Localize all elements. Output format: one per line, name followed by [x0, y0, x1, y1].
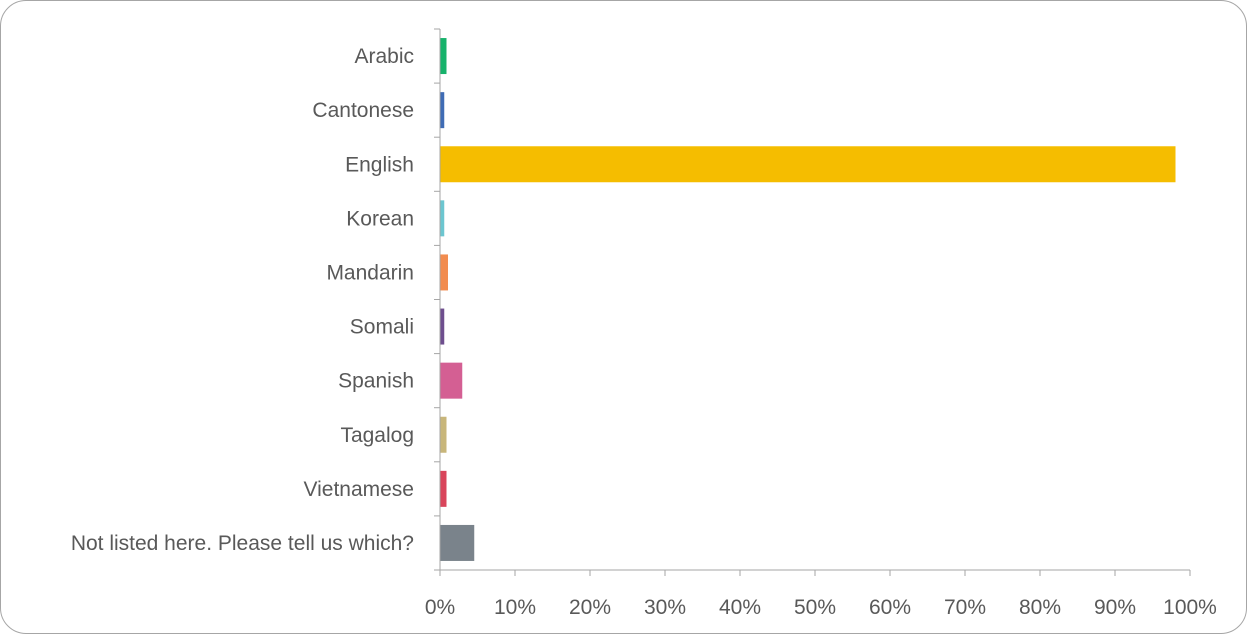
x-tick-label: 10%	[494, 596, 536, 619]
x-tick-label: 40%	[719, 596, 761, 619]
category-label: Not listed here. Please tell us which?	[71, 532, 414, 555]
category-label: English	[345, 153, 414, 176]
x-tick-label: 90%	[1094, 596, 1136, 619]
category-label: Vietnamese	[303, 478, 414, 501]
bar-cantonese	[440, 92, 445, 129]
x-tick-label: 30%	[644, 596, 686, 619]
x-tick-label: 20%	[569, 596, 611, 619]
bar-korean	[440, 200, 445, 237]
x-tick-label: 100%	[1163, 596, 1217, 619]
y-axis-ticks	[434, 28, 440, 571]
category-label: Arabic	[354, 45, 414, 68]
bars-group	[440, 38, 1176, 561]
category-label: Somali	[350, 316, 414, 339]
x-tick-label: 60%	[869, 596, 911, 619]
x-tick-label: 80%	[1019, 596, 1061, 619]
bar-vietnamese	[440, 470, 447, 507]
category-label: Mandarin	[326, 261, 414, 284]
bar-mandarin	[440, 254, 448, 291]
bar-tagalog	[440, 416, 447, 453]
bar-not	[440, 524, 475, 561]
bar-somali	[440, 308, 445, 345]
category-labels: Arabic Cantonese English Korean Mandarin Soma…	[71, 45, 414, 555]
x-tick-label: 70%	[944, 596, 986, 619]
bar-spanish	[440, 362, 463, 399]
bar-english	[440, 146, 1176, 183]
bar-arabic	[440, 38, 447, 75]
category-label: Tagalog	[340, 424, 414, 447]
x-tick-label: 0%	[425, 596, 455, 619]
x-axis-ticks	[439, 570, 1191, 576]
x-tick-labels: 0% 10% 20% 30% 40% 50% 60% 70% 80% 90% 100%	[425, 596, 1217, 619]
category-label: Cantonese	[312, 99, 414, 122]
category-label: Spanish	[338, 370, 414, 393]
x-tick-label: 50%	[794, 596, 836, 619]
category-label: Korean	[346, 207, 414, 230]
